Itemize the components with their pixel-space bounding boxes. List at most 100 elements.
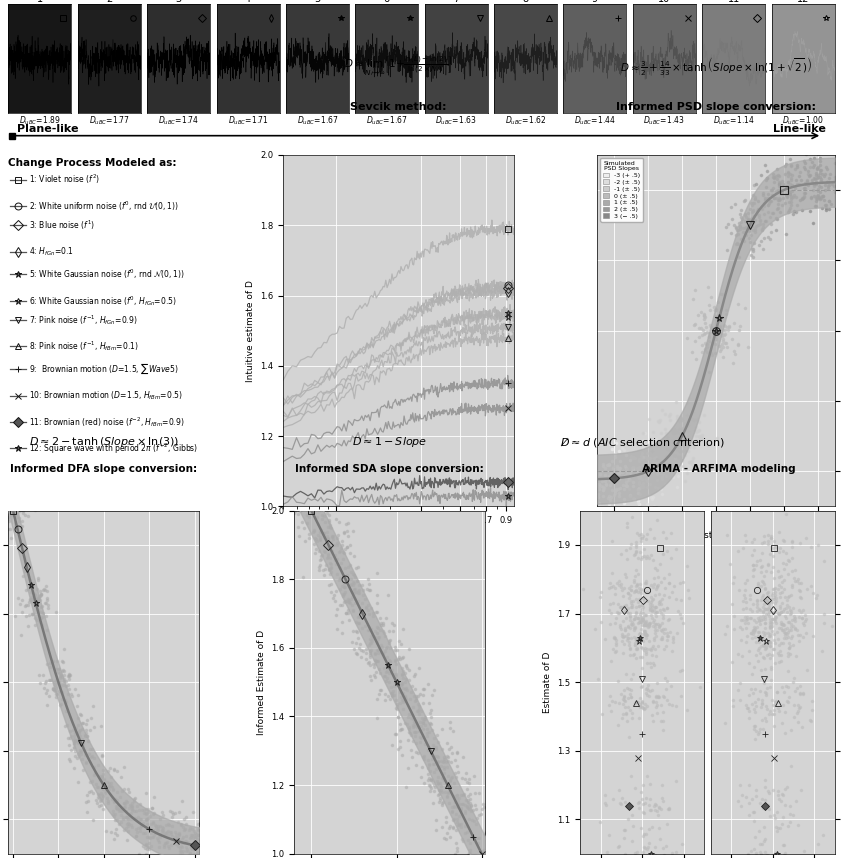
Point <box>635 612 648 625</box>
Point <box>785 535 798 548</box>
Point <box>19 564 32 577</box>
Point <box>412 699 426 713</box>
Point <box>754 639 768 653</box>
Point <box>159 826 173 840</box>
Point <box>639 577 652 590</box>
Point <box>486 843 499 857</box>
Point <box>352 617 366 631</box>
Point <box>783 800 797 813</box>
Point <box>357 588 370 601</box>
Point <box>353 610 367 624</box>
Point <box>602 458 615 472</box>
Point <box>319 515 332 529</box>
Point <box>742 701 755 715</box>
Point <box>614 470 627 484</box>
Point <box>613 467 626 480</box>
Point <box>773 192 787 206</box>
Point <box>183 847 196 858</box>
Point <box>455 770 469 784</box>
Point <box>769 616 782 630</box>
Point <box>306 525 319 539</box>
Point <box>625 835 638 849</box>
Point <box>49 687 62 701</box>
Point <box>808 175 822 189</box>
Point <box>617 824 631 837</box>
Point <box>790 623 803 637</box>
Point <box>400 662 413 675</box>
Point <box>757 529 771 543</box>
Point <box>634 545 647 559</box>
Point <box>329 608 342 622</box>
Point <box>715 329 728 342</box>
Point <box>713 344 727 358</box>
Point <box>42 673 56 686</box>
Point <box>635 662 648 675</box>
Point <box>632 452 646 466</box>
Point <box>667 423 680 437</box>
Point <box>772 193 786 207</box>
Point <box>169 833 182 847</box>
Point <box>609 696 622 710</box>
Point <box>99 776 113 789</box>
Point <box>56 678 70 692</box>
Point <box>77 739 90 752</box>
Point <box>754 617 767 631</box>
Point <box>627 573 641 587</box>
Point <box>785 178 798 191</box>
Point <box>640 463 653 477</box>
Point <box>746 250 760 263</box>
Point <box>454 854 467 858</box>
Point <box>435 796 448 810</box>
Point <box>819 201 833 214</box>
Point <box>590 477 604 491</box>
Point <box>736 650 749 663</box>
Point <box>371 621 384 635</box>
Point <box>110 801 124 815</box>
Point <box>808 177 822 190</box>
Point <box>134 813 148 826</box>
Point <box>733 219 747 233</box>
Point <box>627 647 641 661</box>
Point <box>636 480 650 493</box>
Point <box>744 248 758 262</box>
Point <box>74 744 88 758</box>
Point <box>436 798 449 812</box>
Point <box>370 625 384 639</box>
Point <box>807 159 820 172</box>
Point <box>396 664 410 678</box>
Point <box>629 563 642 577</box>
Point <box>695 338 708 352</box>
Point <box>732 583 745 597</box>
Point <box>195 855 208 858</box>
Point <box>746 559 760 572</box>
Point <box>307 485 320 498</box>
Point <box>666 698 679 712</box>
Point <box>609 473 623 486</box>
Point <box>648 624 662 637</box>
Point <box>759 711 772 725</box>
Point <box>463 837 476 850</box>
Point <box>813 163 827 177</box>
Point <box>627 613 641 626</box>
Point <box>459 807 472 820</box>
Point <box>626 819 640 832</box>
Point <box>314 559 327 572</box>
Point <box>650 698 663 712</box>
Point <box>427 740 441 754</box>
Point <box>175 818 188 831</box>
Point <box>430 728 443 742</box>
Point <box>619 480 632 493</box>
Point <box>663 444 677 458</box>
Point <box>6 498 19 512</box>
Point <box>603 689 616 703</box>
Point <box>749 190 762 204</box>
Point <box>438 785 452 799</box>
Point <box>763 629 776 643</box>
Point <box>145 801 158 814</box>
Point <box>88 751 101 764</box>
Point <box>643 602 657 616</box>
Point <box>132 820 145 834</box>
Point <box>318 562 331 576</box>
Point <box>151 831 164 845</box>
Point <box>34 588 47 601</box>
